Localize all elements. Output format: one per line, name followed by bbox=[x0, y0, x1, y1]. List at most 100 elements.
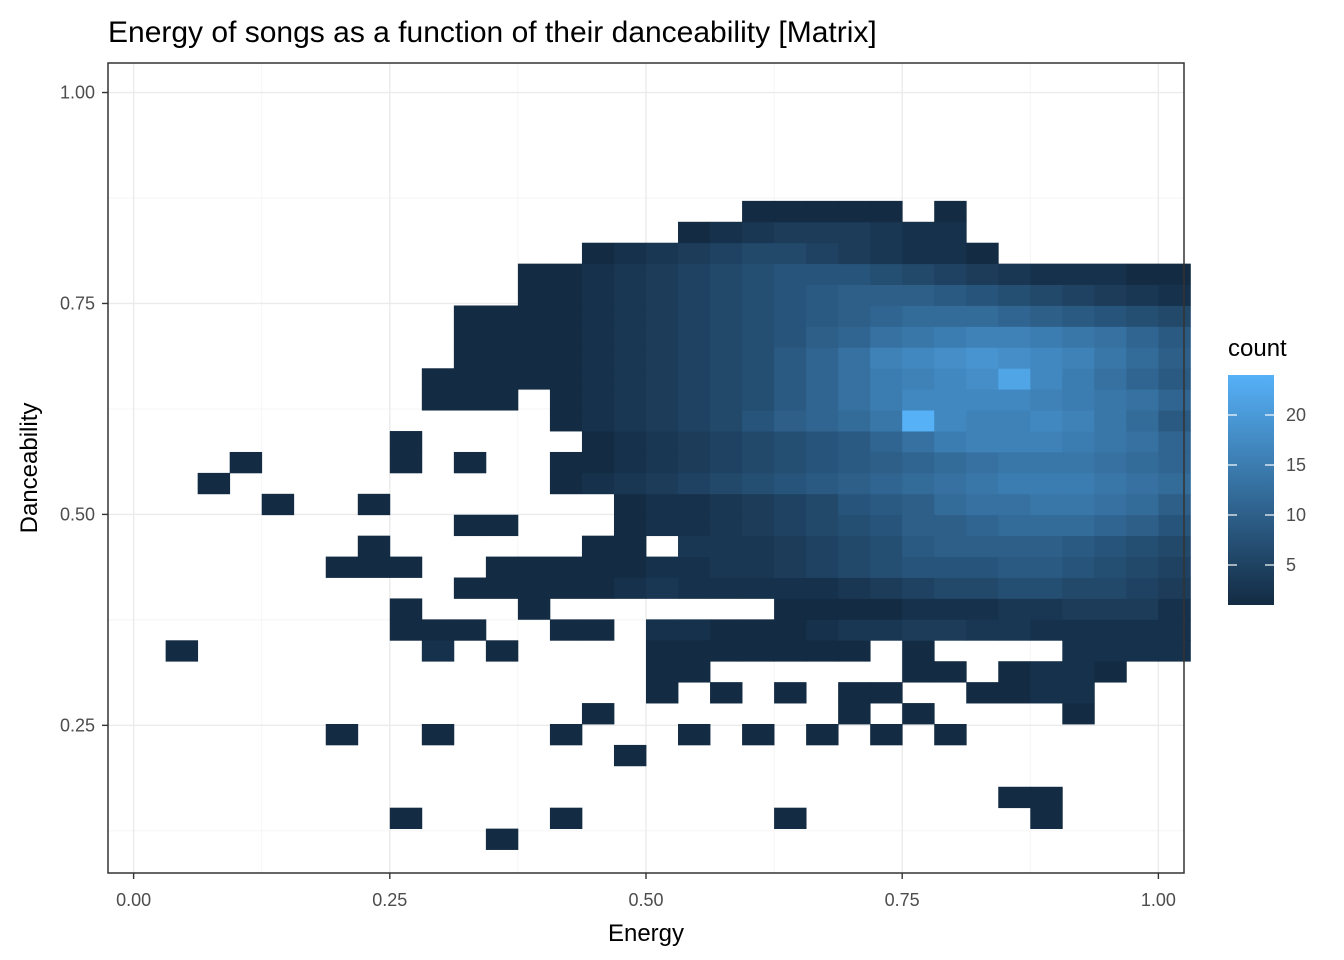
heatmap-cell bbox=[1062, 431, 1095, 453]
heatmap-cell bbox=[581, 368, 615, 390]
heatmap-cell bbox=[1062, 451, 1095, 474]
heatmap-cell bbox=[389, 556, 423, 578]
heatmap-cell bbox=[806, 347, 839, 369]
heatmap-cell bbox=[902, 305, 935, 327]
heatmap-cell bbox=[581, 535, 615, 557]
heatmap-cell bbox=[1062, 577, 1095, 599]
heatmap-cell bbox=[1030, 431, 1063, 453]
heatmap-cell bbox=[549, 723, 583, 746]
heatmap-cell bbox=[678, 431, 711, 453]
heatmap-cell bbox=[710, 431, 743, 453]
heatmap-cell bbox=[838, 431, 871, 453]
heatmap-cell bbox=[966, 368, 999, 390]
heatmap-cell bbox=[742, 472, 775, 495]
heatmap-cell bbox=[774, 598, 807, 620]
heatmap-cell bbox=[421, 368, 455, 390]
x-axis-title: Energy bbox=[608, 920, 684, 947]
heatmap-cell bbox=[1030, 661, 1063, 683]
heatmap-cell bbox=[870, 410, 903, 432]
heatmap-cell bbox=[806, 431, 839, 453]
heatmap-cell bbox=[1126, 556, 1159, 578]
heatmap-cell bbox=[838, 703, 871, 725]
heatmap-cell bbox=[325, 723, 359, 746]
heatmap-cell bbox=[774, 682, 807, 704]
heatmap-cell bbox=[517, 263, 551, 285]
heatmap-cell bbox=[934, 368, 967, 390]
heatmap-cell bbox=[710, 284, 743, 306]
heatmap-cell bbox=[710, 682, 743, 704]
heatmap-cell bbox=[646, 451, 679, 474]
heatmap-cell bbox=[613, 514, 647, 537]
heatmap-cell bbox=[1062, 347, 1095, 369]
heatmap-cell bbox=[581, 410, 615, 432]
heatmap-cell bbox=[1158, 577, 1191, 599]
heatmap-cell bbox=[742, 410, 775, 432]
heatmap-cell bbox=[838, 451, 871, 474]
heatmap-cell bbox=[453, 514, 487, 537]
heatmap-cell bbox=[613, 242, 647, 265]
heatmap-cell bbox=[1030, 305, 1063, 327]
x-tick-label: 0.75 bbox=[885, 890, 920, 910]
heatmap-cell bbox=[966, 431, 999, 453]
heatmap-cell bbox=[774, 200, 807, 223]
heatmap-cell bbox=[838, 368, 871, 390]
heatmap-cell bbox=[678, 326, 711, 348]
heatmap-cell bbox=[581, 389, 615, 411]
heatmap-cell bbox=[902, 556, 935, 578]
heatmap-cell bbox=[1094, 619, 1127, 641]
heatmap-cell bbox=[1158, 347, 1191, 369]
heatmap-cell bbox=[710, 493, 743, 516]
heatmap-cell bbox=[646, 661, 679, 683]
heatmap-cell bbox=[966, 326, 999, 348]
heatmap-cell bbox=[902, 451, 935, 474]
heatmap-cell bbox=[998, 284, 1031, 306]
heatmap-cell bbox=[517, 598, 551, 620]
heatmap-cell bbox=[966, 263, 999, 285]
heatmap-cell bbox=[934, 347, 967, 369]
heatmap-cell bbox=[806, 368, 839, 390]
heatmap-cell bbox=[870, 368, 903, 390]
heatmap-cell bbox=[453, 577, 487, 599]
heatmap-cell bbox=[902, 598, 935, 620]
heatmap-cell bbox=[774, 305, 807, 327]
heatmap-cell bbox=[806, 221, 839, 244]
y-tick-label: 1.00 bbox=[60, 83, 95, 103]
heatmap-cell bbox=[870, 493, 903, 516]
heatmap-cell bbox=[966, 598, 999, 620]
heatmap-cell bbox=[646, 347, 679, 369]
heatmap-cell bbox=[998, 786, 1031, 809]
heatmap-cell bbox=[838, 410, 871, 432]
heatmap-cell bbox=[710, 263, 743, 285]
heatmap-cell bbox=[1030, 807, 1063, 830]
heatmap-cell bbox=[646, 514, 679, 537]
heatmap-cell bbox=[806, 451, 839, 474]
heatmap-cell bbox=[998, 431, 1031, 453]
heatmap-cell bbox=[1094, 305, 1127, 327]
heatmap-cell bbox=[774, 472, 807, 495]
heatmap-cell bbox=[774, 410, 807, 432]
heatmap-cell bbox=[742, 347, 775, 369]
heatmap-cell bbox=[1126, 410, 1159, 432]
heatmap-cell bbox=[966, 389, 999, 411]
heatmap-cell bbox=[1030, 786, 1063, 809]
heatmap-cell bbox=[1158, 493, 1191, 516]
heatmap-cell bbox=[613, 577, 647, 599]
heatmap-cell bbox=[549, 577, 583, 599]
heatmap-cell bbox=[1126, 640, 1159, 662]
heatmap-cell bbox=[1030, 535, 1063, 557]
heatmap-cell bbox=[838, 284, 871, 306]
heatmap-cell bbox=[838, 598, 871, 620]
heatmap-cell bbox=[517, 284, 551, 306]
y-axis-title: Danceability bbox=[16, 403, 43, 534]
heatmap-cell bbox=[1030, 410, 1063, 432]
heatmap-cell bbox=[998, 472, 1031, 495]
heatmap-cell bbox=[678, 368, 711, 390]
heatmap-cell bbox=[966, 410, 999, 432]
legend-tick-label: 15 bbox=[1286, 455, 1306, 475]
heatmap-cell bbox=[453, 326, 487, 348]
heatmap-cell bbox=[1094, 410, 1127, 432]
heatmap-cell bbox=[774, 556, 807, 578]
heatmap-cell bbox=[613, 284, 647, 306]
heatmap-cell bbox=[742, 723, 775, 746]
